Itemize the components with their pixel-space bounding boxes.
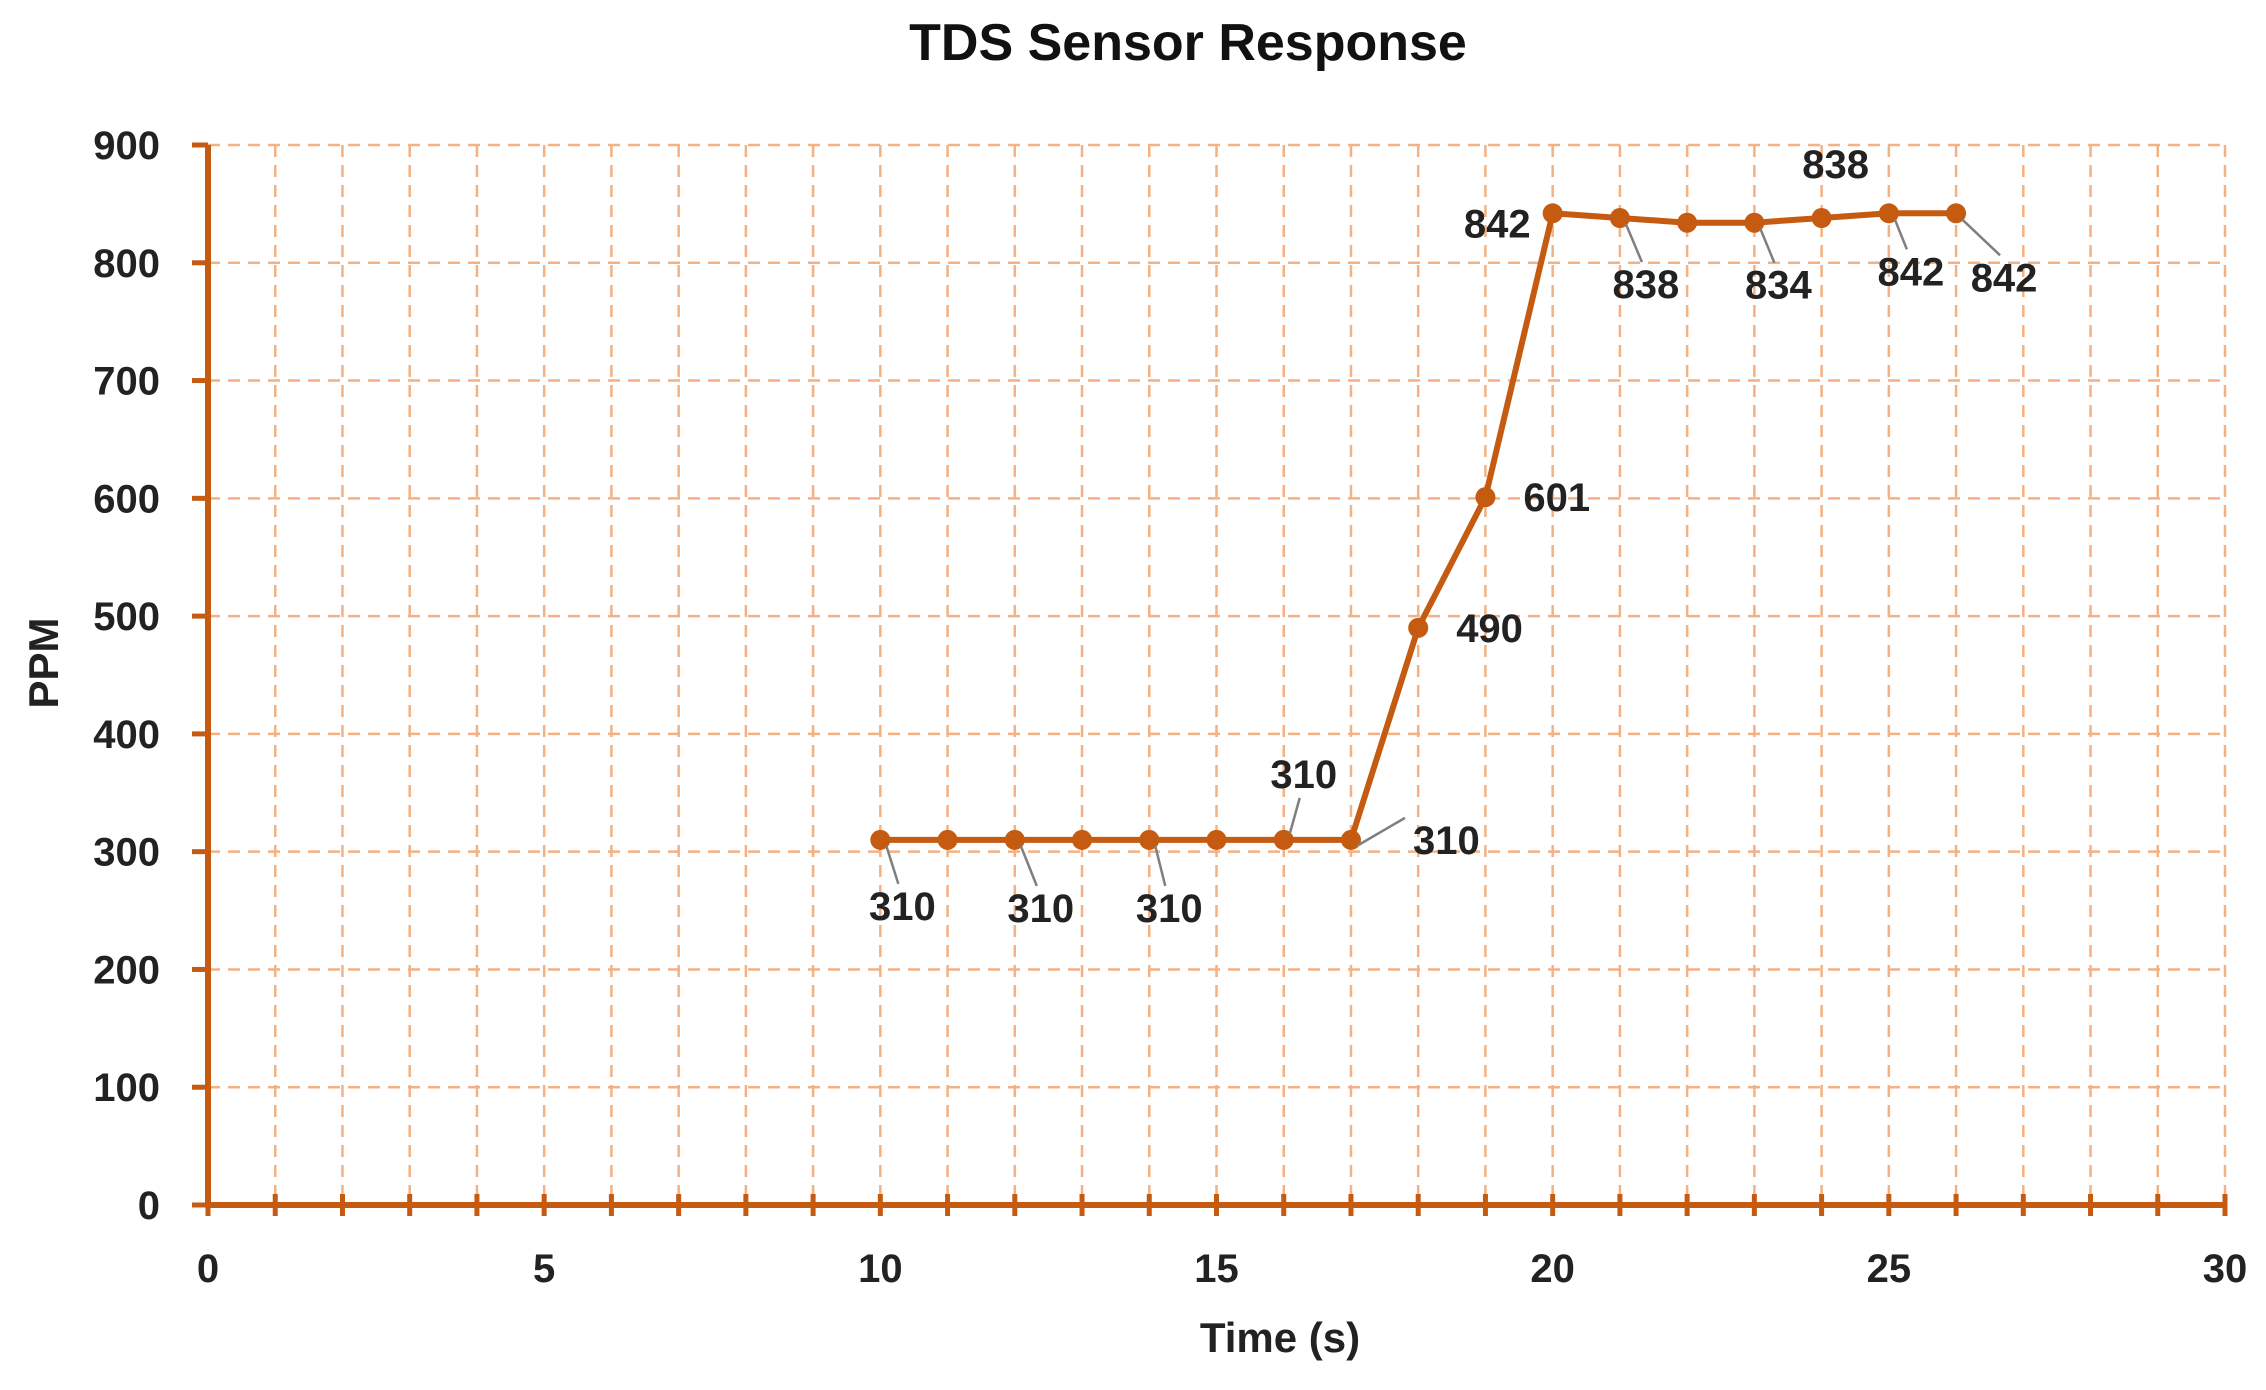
axes — [192, 142, 2228, 1216]
data-label: 310 — [1270, 753, 1337, 797]
data-point — [937, 829, 958, 850]
data-label: 842 — [1971, 256, 2038, 300]
data-label-leader — [1624, 223, 1644, 263]
data-label-leader — [1961, 218, 2001, 257]
data-point — [1946, 203, 1967, 224]
data-label-leader — [1019, 845, 1038, 887]
data-label: 842 — [1464, 202, 1531, 246]
data-label: 310 — [869, 885, 936, 929]
data-label: 834 — [1745, 264, 1812, 308]
data-label: 842 — [1877, 250, 1944, 294]
data-label-leader — [1893, 218, 1908, 250]
x-tick-label: 5 — [533, 1247, 555, 1291]
data-label-leader — [885, 845, 900, 885]
data-label: 490 — [1456, 607, 1523, 651]
data-point — [1004, 829, 1025, 850]
data-label: 310 — [1136, 887, 1203, 931]
data-label: 838 — [1802, 143, 1869, 187]
data-point — [870, 829, 891, 850]
data-label-leader — [1154, 845, 1167, 887]
y-tick-label: 600 — [93, 477, 160, 521]
x-tick-label: 0 — [197, 1247, 219, 1291]
data-label: 601 — [1523, 476, 1590, 520]
y-tick-label: 500 — [93, 595, 160, 639]
tick-labels: 0 100 200 300 400 500 600 700 800 900 0 5 10 15 20 25 30 — [93, 124, 2247, 1291]
data-point — [1206, 829, 1227, 850]
y-tick-label: 400 — [93, 713, 160, 757]
y-tick-label: 200 — [93, 948, 160, 992]
data-series — [870, 203, 1967, 850]
chart-title: TDS Sensor Response — [909, 14, 1467, 72]
y-axis-title: PPM — [20, 617, 67, 708]
y-tick-label: 800 — [93, 242, 160, 286]
x-tick-label: 20 — [1530, 1247, 1575, 1291]
y-tick-label: 100 — [93, 1066, 160, 1110]
data-point — [1677, 212, 1698, 233]
data-label-leader — [1356, 816, 1406, 847]
x-tick-label: 30 — [2203, 1247, 2248, 1291]
x-tick-label: 15 — [1194, 1247, 1239, 1291]
data-point — [1609, 208, 1630, 229]
y-tick-label: 0 — [138, 1184, 160, 1228]
x-tick-label: 25 — [1867, 1247, 1912, 1291]
data-point — [1744, 212, 1765, 233]
data-point — [1408, 617, 1429, 638]
data-label: 310 — [1007, 887, 1074, 931]
data-label-leader — [1759, 228, 1776, 264]
data-point — [1475, 487, 1496, 508]
data-point — [1811, 208, 1832, 229]
data-label-leaders — [885, 218, 2001, 887]
data-label: 838 — [1613, 263, 1680, 307]
grid-lines — [208, 143, 2227, 1205]
data-point — [1878, 203, 1899, 224]
data-point — [1072, 829, 1093, 850]
y-tick-label: 300 — [93, 831, 160, 875]
y-tick-label: 900 — [93, 124, 160, 168]
data-point — [1139, 829, 1160, 850]
x-axis-title: Time (s) — [1200, 1314, 1360, 1361]
y-tick-label: 700 — [93, 360, 160, 404]
data-label-leader — [1288, 797, 1301, 835]
data-point — [1542, 203, 1563, 224]
data-point — [1340, 829, 1361, 850]
data-label: 310 — [1413, 819, 1480, 863]
data-point — [1273, 829, 1294, 850]
data-labels: 310 310 310 310 310 490 601 842 838 834 838 842 842 — [869, 143, 2037, 931]
x-tick-label: 10 — [858, 1247, 903, 1291]
